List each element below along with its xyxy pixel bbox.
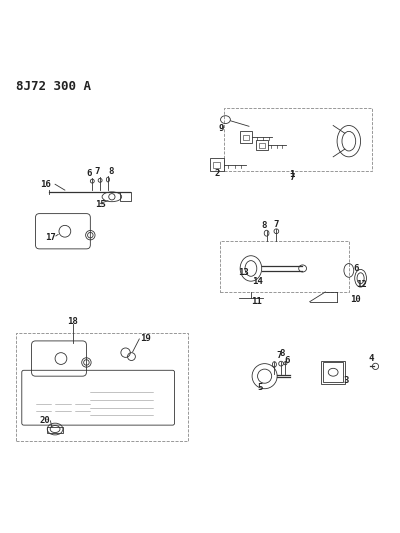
Text: 15: 15 — [95, 200, 106, 209]
Bar — [240, 131, 252, 143]
Bar — [210, 158, 224, 171]
Bar — [16, 333, 188, 441]
Text: 7: 7 — [289, 173, 295, 182]
Bar — [259, 143, 265, 148]
Bar — [120, 192, 132, 201]
Text: 9: 9 — [219, 124, 224, 133]
Text: 4: 4 — [369, 354, 374, 363]
Text: 18: 18 — [67, 317, 78, 326]
Text: 13: 13 — [238, 268, 248, 277]
Text: 12: 12 — [356, 280, 367, 289]
Bar — [47, 427, 63, 433]
Text: 3: 3 — [343, 376, 348, 385]
Text: 7: 7 — [95, 167, 100, 176]
Text: 6: 6 — [284, 356, 290, 365]
Text: 2: 2 — [215, 169, 220, 178]
Text: 17: 17 — [45, 232, 56, 241]
Text: 8: 8 — [280, 349, 285, 358]
Text: 16: 16 — [40, 180, 51, 189]
Text: 14: 14 — [252, 277, 263, 286]
Text: 8: 8 — [108, 167, 113, 176]
Text: 5: 5 — [257, 383, 263, 392]
Text: 6: 6 — [353, 264, 358, 273]
Bar — [213, 161, 220, 168]
Bar — [323, 362, 343, 382]
Text: 6: 6 — [87, 169, 92, 178]
Bar — [322, 360, 345, 384]
Text: 8: 8 — [261, 221, 266, 230]
Bar — [243, 134, 249, 140]
Bar — [256, 140, 268, 150]
Text: 7: 7 — [277, 351, 282, 360]
Text: 20: 20 — [40, 416, 51, 425]
Text: 11: 11 — [252, 297, 262, 306]
Text: 10: 10 — [350, 295, 361, 304]
Text: 7: 7 — [274, 220, 279, 229]
Text: 1: 1 — [289, 170, 295, 179]
Bar — [220, 241, 349, 292]
Text: 8J72 300 A: 8J72 300 A — [16, 80, 91, 93]
Bar — [224, 108, 372, 171]
Text: 19: 19 — [140, 335, 150, 343]
